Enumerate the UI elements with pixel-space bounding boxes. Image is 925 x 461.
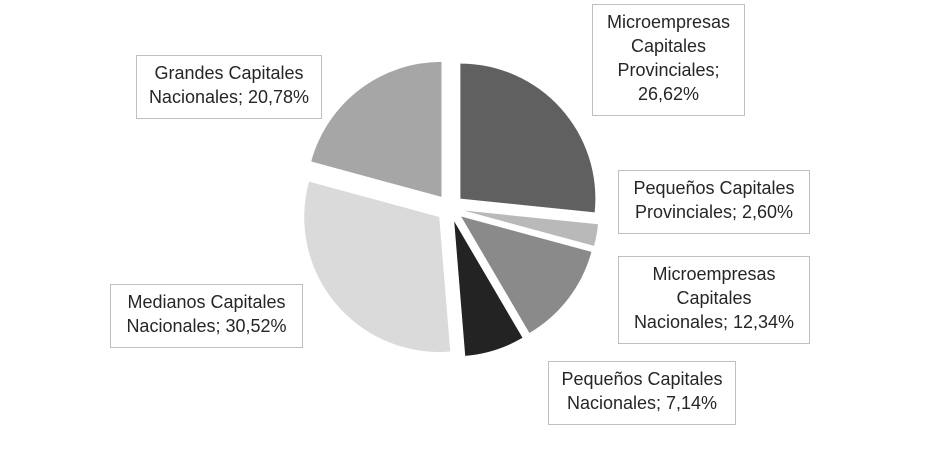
pie-slice-grandes-capitales-nacionales (311, 61, 442, 197)
pie-slice-peque-os-capitales-nacionales (454, 221, 523, 356)
pie-slice-microempresas-capitales-provinciales (460, 63, 596, 213)
label-text: Microempresas Capitales Nacionales; 12,3… (633, 264, 795, 332)
label-microempresas-capitales-provinciales: Microempresas Capitales Provinciales; 26… (592, 4, 745, 116)
label-text: Pequeños Capitales Nacionales; 7,14% (561, 369, 723, 413)
pie-slices (304, 61, 599, 356)
label-text: Medianos Capitales Nacionales; 30,52% (126, 292, 287, 336)
label-pequenos-capitales-provinciales: Pequeños Capitales Provinciales; 2,60% (618, 170, 810, 234)
label-text: Grandes Capitales Nacionales; 20,78% (148, 63, 310, 107)
label-microempresas-capitales-nacionales: Microempresas Capitales Nacionales; 12,3… (618, 256, 810, 344)
label-pequenos-capitales-nacionales: Pequeños Capitales Nacionales; 7,14% (548, 361, 736, 425)
label-medianos-capitales-nacionales: Medianos Capitales Nacionales; 30,52% (110, 284, 303, 348)
pie-slice-medianos-capitales-nacionales (304, 181, 451, 352)
label-text: Pequeños Capitales Provinciales; 2,60% (633, 178, 795, 222)
pie-slice-peque-os-capitales-provinciales (463, 210, 599, 246)
label-text: Microempresas Capitales Provinciales; 26… (606, 12, 731, 104)
label-grandes-capitales-nacionales: Grandes Capitales Nacionales; 20,78% (136, 55, 322, 119)
pie-slice-microempresas-capitales-nacionales (461, 216, 592, 333)
